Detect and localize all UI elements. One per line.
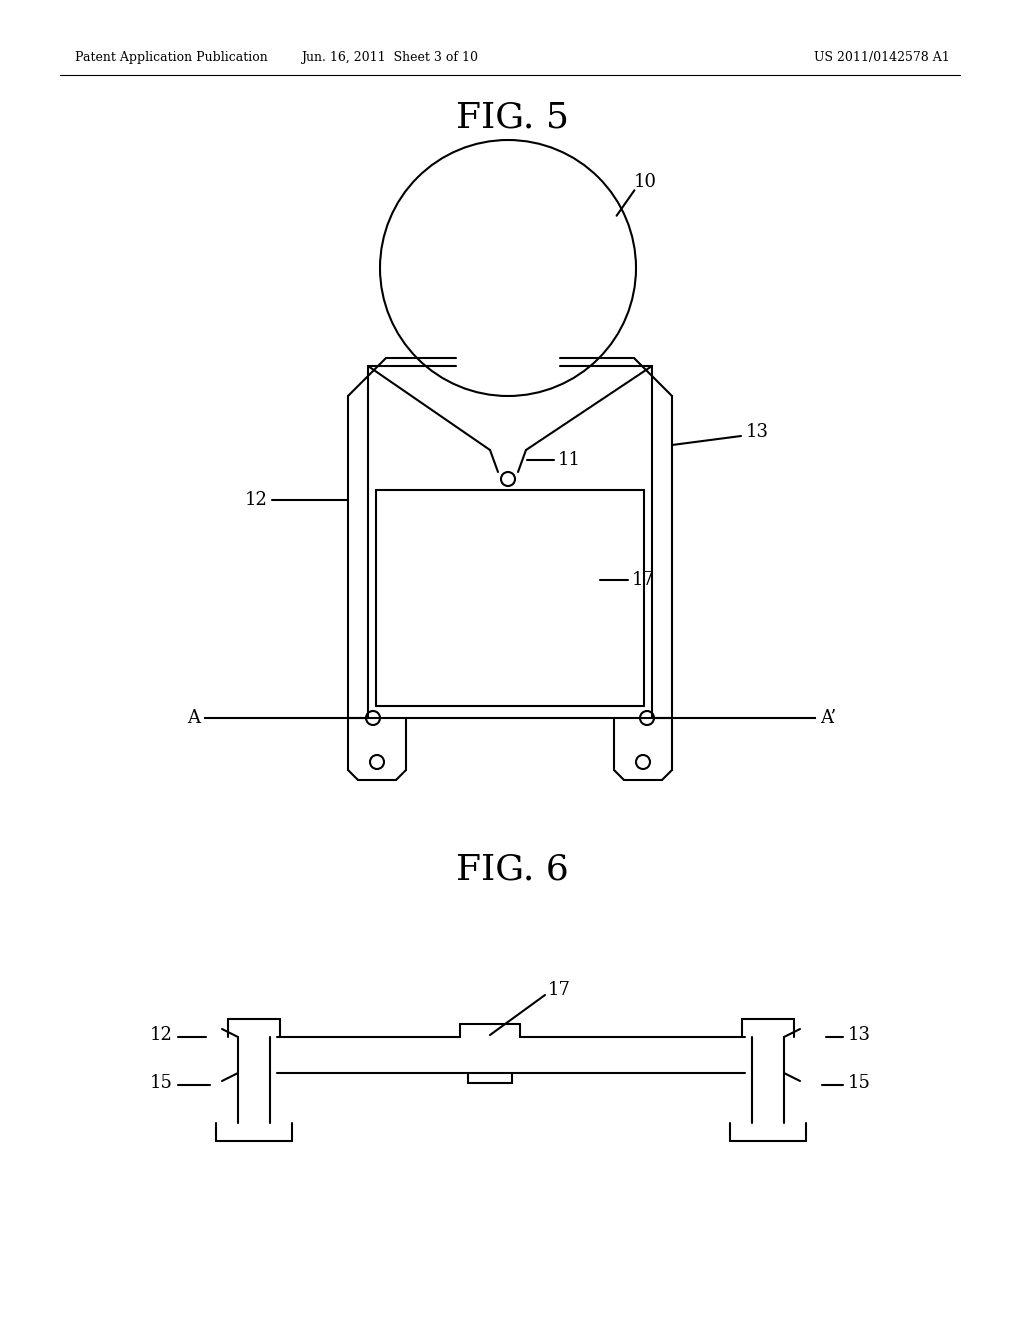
Text: 13: 13	[746, 422, 769, 441]
Text: 17: 17	[548, 981, 570, 999]
Text: 10: 10	[634, 173, 657, 191]
Text: 15: 15	[848, 1074, 870, 1092]
Text: A’: A’	[820, 709, 837, 727]
Text: FIG. 6: FIG. 6	[456, 853, 568, 887]
Text: A: A	[187, 709, 200, 727]
Text: 11: 11	[558, 451, 581, 469]
Text: 12: 12	[151, 1026, 173, 1044]
Text: 15: 15	[151, 1074, 173, 1092]
Text: US 2011/0142578 A1: US 2011/0142578 A1	[814, 51, 950, 65]
Text: 17: 17	[632, 572, 655, 589]
Text: 13: 13	[848, 1026, 871, 1044]
Text: Patent Application Publication: Patent Application Publication	[75, 51, 267, 65]
Text: FIG. 5: FIG. 5	[456, 102, 568, 135]
Text: Jun. 16, 2011  Sheet 3 of 10: Jun. 16, 2011 Sheet 3 of 10	[301, 51, 478, 65]
Text: 12: 12	[245, 491, 268, 510]
